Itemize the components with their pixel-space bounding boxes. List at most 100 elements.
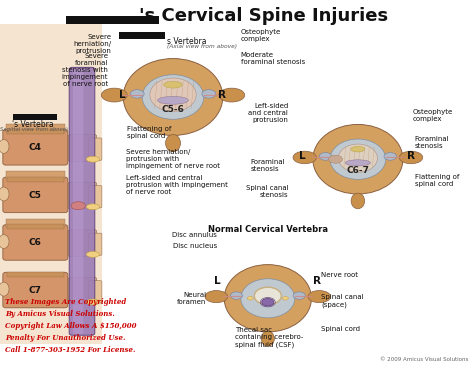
Ellipse shape: [261, 331, 274, 346]
Circle shape: [313, 124, 403, 194]
Ellipse shape: [202, 90, 216, 98]
Ellipse shape: [293, 151, 317, 164]
Ellipse shape: [86, 251, 100, 257]
Ellipse shape: [0, 235, 9, 249]
FancyBboxPatch shape: [69, 67, 95, 335]
Ellipse shape: [101, 88, 127, 102]
Text: Spinal canal
(space): Spinal canal (space): [321, 294, 364, 307]
Text: Copyright Law Allows A $150,000: Copyright Law Allows A $150,000: [5, 322, 136, 330]
Text: These Images Are Copyrighted: These Images Are Copyrighted: [5, 298, 126, 306]
Text: Osteophyte
complex: Osteophyte complex: [241, 29, 281, 42]
Ellipse shape: [345, 160, 371, 166]
Text: L: L: [214, 276, 220, 286]
Ellipse shape: [205, 291, 228, 303]
FancyBboxPatch shape: [3, 225, 68, 260]
Ellipse shape: [86, 204, 100, 210]
FancyBboxPatch shape: [3, 272, 68, 308]
FancyBboxPatch shape: [6, 124, 65, 132]
FancyBboxPatch shape: [7, 224, 64, 229]
Ellipse shape: [399, 151, 423, 164]
Text: Severe
foraminal
stenosis with
impingement
of nerve root: Severe foraminal stenosis with impingeme…: [62, 53, 108, 87]
Ellipse shape: [157, 96, 189, 104]
Text: Thecal sac
containing cerebro-
spinal fluid (CSF): Thecal sac containing cerebro- spinal fl…: [235, 327, 303, 348]
Text: C5: C5: [28, 191, 41, 199]
Text: Osteophyte
complex: Osteophyte complex: [412, 109, 453, 122]
Text: Call 1-877-303-1952 For License.: Call 1-877-303-1952 For License.: [5, 346, 135, 354]
Text: Flattening of
spinal cord: Flattening of spinal cord: [415, 173, 459, 187]
Ellipse shape: [351, 193, 365, 209]
Text: Severe
herniation/
protrusion: Severe herniation/ protrusion: [73, 34, 111, 54]
FancyBboxPatch shape: [89, 138, 102, 160]
Text: Foraminal
stenosis: Foraminal stenosis: [250, 159, 285, 172]
Text: Disc nucleus: Disc nucleus: [173, 243, 217, 249]
FancyBboxPatch shape: [89, 186, 102, 208]
Text: Severe herniation/
protrusion with
impingement of nerve root: Severe herniation/ protrusion with impin…: [126, 149, 219, 169]
Text: (Sagittal view from above): (Sagittal view from above): [0, 127, 68, 132]
Text: Nerve root: Nerve root: [321, 272, 358, 278]
Text: C6-7: C6-7: [346, 166, 369, 175]
Text: s Vertebra: s Vertebra: [167, 37, 206, 46]
Text: C7: C7: [28, 286, 41, 295]
Ellipse shape: [319, 153, 332, 160]
Text: C5-6: C5-6: [162, 105, 184, 114]
Circle shape: [123, 59, 223, 135]
Ellipse shape: [86, 156, 100, 162]
Ellipse shape: [142, 75, 204, 119]
Text: Spinal cord: Spinal cord: [321, 326, 360, 332]
Ellipse shape: [165, 134, 181, 152]
Ellipse shape: [164, 81, 182, 88]
Text: Moderate
foraminal stenosis: Moderate foraminal stenosis: [241, 52, 305, 65]
Ellipse shape: [230, 292, 243, 299]
Text: Flattening of
spinal cord: Flattening of spinal cord: [127, 126, 172, 139]
Text: Spinal canal
stenosis: Spinal canal stenosis: [246, 184, 288, 198]
Ellipse shape: [351, 146, 365, 152]
Ellipse shape: [0, 282, 9, 296]
FancyBboxPatch shape: [3, 130, 68, 165]
Text: R: R: [408, 150, 415, 161]
Ellipse shape: [241, 279, 295, 318]
Text: 's Vertebra: 's Vertebra: [12, 120, 54, 129]
Text: (Axial view from above): (Axial view from above): [167, 44, 237, 49]
Ellipse shape: [0, 187, 9, 201]
FancyBboxPatch shape: [89, 281, 102, 303]
FancyBboxPatch shape: [13, 114, 57, 120]
Text: 's Cervical Spine Injuries: 's Cervical Spine Injuries: [138, 7, 388, 25]
Text: By Amicus Visual Solutions.: By Amicus Visual Solutions.: [5, 310, 115, 318]
Ellipse shape: [262, 299, 274, 306]
Ellipse shape: [328, 155, 343, 163]
Ellipse shape: [150, 78, 196, 112]
FancyBboxPatch shape: [119, 32, 165, 39]
Ellipse shape: [71, 202, 85, 210]
FancyBboxPatch shape: [0, 24, 102, 344]
Ellipse shape: [384, 153, 397, 160]
Text: Left-sided and central
protrusion with impingement
of nerve root: Left-sided and central protrusion with i…: [126, 175, 228, 195]
Ellipse shape: [330, 139, 386, 179]
Text: Disc annulus: Disc annulus: [172, 232, 217, 238]
Ellipse shape: [338, 144, 377, 172]
FancyBboxPatch shape: [3, 177, 68, 213]
Text: Normal Cervical Vertebra: Normal Cervical Vertebra: [208, 225, 328, 234]
Ellipse shape: [254, 287, 282, 305]
Text: R: R: [313, 276, 320, 286]
Text: L: L: [119, 90, 126, 100]
Ellipse shape: [283, 296, 288, 300]
FancyBboxPatch shape: [68, 277, 97, 304]
Ellipse shape: [130, 90, 144, 98]
FancyBboxPatch shape: [68, 230, 97, 257]
Text: L: L: [299, 150, 306, 161]
Text: Left-sided
and central
protrusion: Left-sided and central protrusion: [248, 104, 288, 123]
Ellipse shape: [219, 88, 245, 102]
FancyBboxPatch shape: [89, 233, 102, 255]
Text: R: R: [218, 90, 226, 100]
FancyBboxPatch shape: [6, 171, 65, 179]
Text: Neural
foramen: Neural foramen: [177, 292, 206, 305]
FancyBboxPatch shape: [6, 219, 65, 227]
FancyBboxPatch shape: [7, 177, 64, 182]
FancyBboxPatch shape: [68, 182, 97, 209]
FancyBboxPatch shape: [73, 68, 83, 334]
Ellipse shape: [247, 296, 253, 300]
Text: Penalty For Unauthorized Use.: Penalty For Unauthorized Use.: [5, 334, 125, 342]
FancyBboxPatch shape: [66, 16, 159, 24]
Circle shape: [224, 265, 311, 332]
Text: C6: C6: [28, 238, 41, 247]
